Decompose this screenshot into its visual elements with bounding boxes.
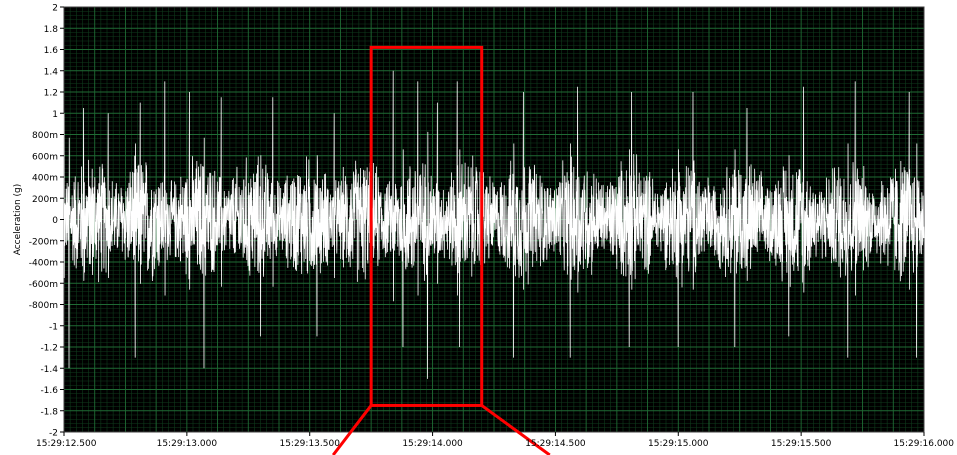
- callout-line-left: [331, 404, 373, 455]
- x-tick-label: 15:29:12.500: [36, 439, 97, 449]
- y-tick-label: 400m: [32, 174, 58, 184]
- y-tick-label: 1.2: [44, 89, 58, 99]
- highlight-annotation: [331, 45, 551, 455]
- y-axis-tick-labels: 2 1.8 1.6 1.4 1.2 1 800m 600m 400m 200m 0 -200m -400…: [29, 4, 64, 439]
- x-tick-label: 15:29:14.000: [402, 439, 463, 449]
- y-tick-label: 800m: [32, 131, 58, 141]
- y-tick-label: 2: [52, 4, 58, 14]
- callout-line-right: [480, 404, 551, 455]
- y-tick-label: -1: [49, 322, 58, 332]
- x-tick-label: 15:29:13.500: [279, 439, 340, 449]
- x-tick-label: 15:29:13.000: [157, 439, 218, 449]
- y-tick-label: 600m: [32, 152, 58, 162]
- y-tick-label: 200m: [32, 195, 58, 205]
- x-tick-label: 15:29:16.000: [894, 439, 955, 449]
- y-tick-label: -200m: [29, 237, 58, 247]
- y-tick-label: -1.6: [40, 386, 58, 396]
- y-tick-label: 1: [52, 110, 58, 120]
- series-line-acceleration: [63, 70, 925, 379]
- y-tick-label: -1.2: [40, 344, 58, 354]
- y-tick-label: -1.4: [40, 365, 58, 375]
- highlight-box: [369, 45, 484, 407]
- y-tick-label: -800m: [29, 301, 58, 311]
- x-tick-label: 15:29:14.500: [525, 439, 586, 449]
- y-axis-label: Acceleration (g): [13, 184, 23, 256]
- y-tick-label: 1.6: [44, 46, 59, 56]
- x-tick-label: 15:29:15.500: [771, 439, 832, 449]
- y-tick-label: -600m: [29, 280, 58, 290]
- y-tick-label: 1.4: [44, 67, 59, 77]
- x-tick-label: 15:29:15.000: [648, 439, 709, 449]
- y-tick-label: 1.8: [44, 25, 59, 35]
- y-tick-label: 0: [52, 216, 58, 226]
- y-tick-label: -1.8: [40, 407, 58, 417]
- x-axis-tick-labels: 15:29:12.500 15:29:13.000 15:29:13.500 15:2…: [36, 432, 954, 449]
- y-tick-label: -2: [49, 429, 58, 439]
- y-tick-label: -400m: [29, 259, 58, 269]
